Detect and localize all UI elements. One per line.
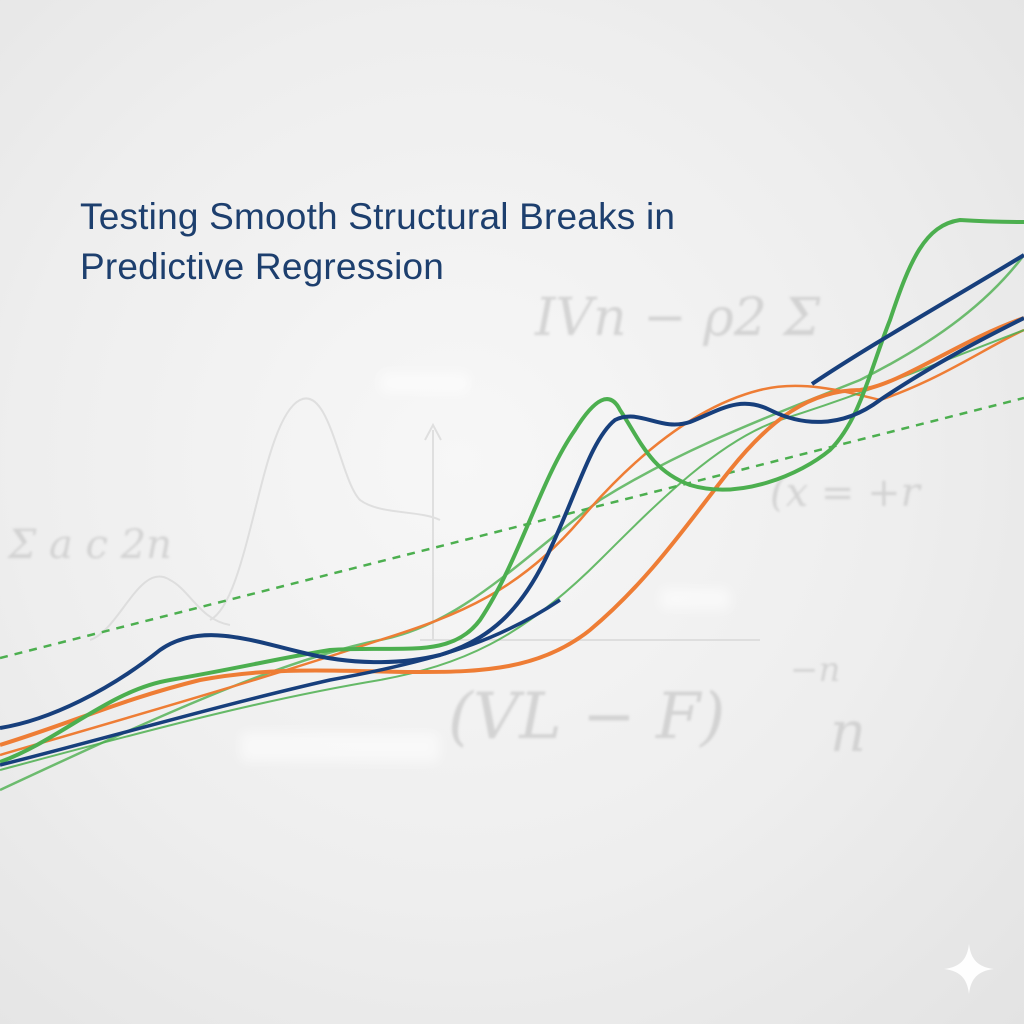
navy-thick-line <box>0 316 1024 730</box>
orange-thick-line <box>0 316 1024 747</box>
background-formula: IVn − ρ2 Σ <box>535 288 821 348</box>
background-formula: −n <box>790 650 841 690</box>
background-formula: Σ a c 2n <box>8 522 172 568</box>
green-thick-line <box>0 217 1024 764</box>
background-blur-block <box>380 372 470 394</box>
navy-lower-line <box>0 598 561 767</box>
background-formula: n <box>830 700 867 765</box>
green-dashed-trend-line <box>0 396 1024 660</box>
background-formula: (VL − F) <box>448 680 726 754</box>
faint-bell-curve <box>89 575 231 641</box>
background-blur-block <box>240 732 440 762</box>
sparkle-icon <box>944 944 994 994</box>
green-thin-line-lower <box>0 329 1024 771</box>
title-line-1: Testing Smooth Structural Breaks in <box>80 196 676 237</box>
faint-bell-curve <box>209 397 441 621</box>
title-line-2: Predictive Regression <box>80 246 445 287</box>
navy-upper-line <box>810 253 1024 386</box>
faint-axis-arrow <box>424 422 442 441</box>
page-title: Testing Smooth Structural Breaks in Pred… <box>80 192 840 292</box>
background-formula: (x = +r <box>770 470 920 516</box>
faint-background-plot <box>89 397 760 641</box>
background-blur-block <box>660 588 730 610</box>
